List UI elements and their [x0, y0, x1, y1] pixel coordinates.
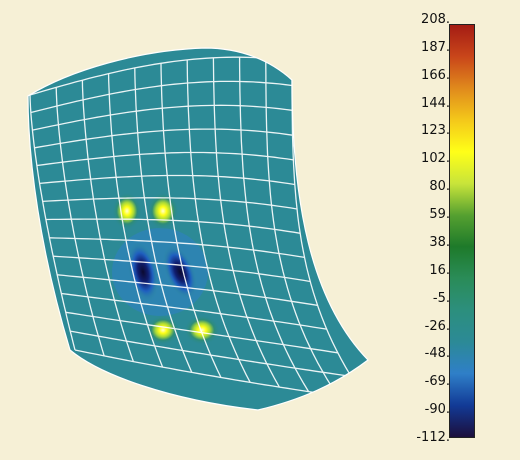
color-scale-tick-label: -69.: [424, 374, 450, 390]
shell-panel: [28, 48, 368, 410]
hot-spot-bottom-right: [184, 315, 220, 345]
color-scale-tick-label: -5.: [432, 290, 450, 306]
cold-spot-left: [127, 242, 159, 302]
mesh-grid: [29, 56, 368, 401]
mesh-line: [61, 292, 327, 330]
mesh-line: [32, 104, 293, 131]
cold-spot-right: [163, 245, 197, 299]
color-scale-tick-label: 102.: [421, 151, 450, 167]
color-scale-tick-label: 166.: [421, 67, 450, 83]
color-scale-tick-label: -112.: [416, 430, 450, 445]
mesh-line: [57, 274, 318, 307]
mesh-line: [53, 255, 311, 283]
color-scale-tick-label: -48.: [424, 346, 450, 362]
mesh-line: [49, 237, 305, 259]
mesh-line: [36, 151, 294, 167]
mesh-line: [42, 197, 298, 210]
color-scale-tick-label: 16.: [429, 262, 450, 278]
shell-panel-outline: [27, 47, 369, 411]
mesh-line: [34, 128, 293, 149]
mesh-line: [39, 174, 295, 186]
color-scale-tick-label: 38.: [429, 234, 450, 250]
color-scale-tick-label: -26.: [424, 318, 450, 334]
color-scale-tick-label: 187.: [421, 39, 450, 55]
color-scale-bar: [449, 24, 475, 438]
mesh-line: [30, 80, 293, 114]
color-scale-tick-label: 80.: [429, 179, 450, 195]
color-scale-tick-label: -90.: [424, 402, 450, 418]
color-scale-tick-label: 208.: [421, 12, 450, 27]
color-scale-tick-label: 123.: [421, 123, 450, 139]
mesh-line: [65, 311, 338, 354]
color-scale-tick-label: 144.: [421, 95, 450, 111]
color-scale-labels: 208. 187. 166. 144. 123. 102. 80. 59. 38. 16. -5. -…: [380, 0, 450, 460]
mesh-line: [70, 330, 352, 378]
color-scale-tick-label: 59.: [429, 207, 450, 223]
mesh-line: [45, 218, 301, 234]
mesh-line: [29, 56, 293, 96]
hot-spot-bottom-left: [146, 315, 180, 345]
